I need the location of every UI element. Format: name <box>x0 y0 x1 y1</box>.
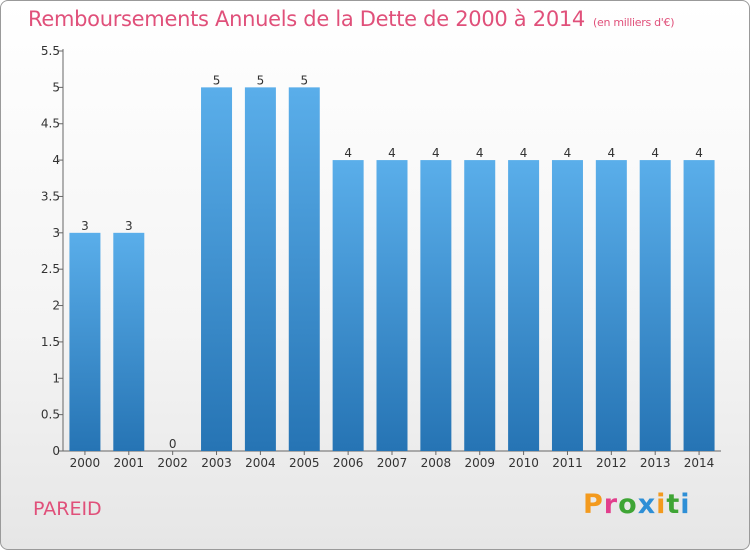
x-tick-label: 2003 <box>201 456 232 470</box>
y-tick-label: 5 <box>52 80 60 94</box>
bar-2000 <box>69 232 101 451</box>
brand-letter: i <box>656 489 667 520</box>
y-tick-label: 4.5 <box>41 117 60 131</box>
brand-letter: x <box>637 489 657 520</box>
y-tick-label: 3 <box>52 226 60 240</box>
x-tick-label: 2004 <box>245 456 276 470</box>
bar-2001 <box>113 232 145 451</box>
x-tick-label: 2011 <box>552 456 583 470</box>
x-tick-label: 2006 <box>333 456 364 470</box>
x-tick-label: 2001 <box>114 456 145 470</box>
commune-name: PAREID <box>33 498 102 520</box>
x-tick-label: 2000 <box>70 456 101 470</box>
brand-letter: r <box>603 489 619 520</box>
data-label: 0 <box>169 437 177 451</box>
brand-letter: P <box>583 489 604 520</box>
data-label: 5 <box>300 73 308 87</box>
bar-2013 <box>639 160 671 451</box>
y-tick-label: 4 <box>52 153 60 167</box>
y-tick-label: 1.5 <box>41 335 60 349</box>
y-tick-label: 0.5 <box>41 408 60 422</box>
y-tick-label: 0 <box>52 444 60 458</box>
bar-2012 <box>595 160 627 451</box>
brand-letter: i <box>680 489 691 520</box>
data-label: 4 <box>695 146 703 160</box>
x-tick-label: 2005 <box>289 456 320 470</box>
data-label: 4 <box>651 146 659 160</box>
x-tick-label: 2009 <box>464 456 495 470</box>
axes: 0 0.5 1 1.5 2 2.5 3 3.5 4 4.5 5 5.5 2000 2001 2002 2003… <box>41 44 721 470</box>
data-label: 4 <box>432 146 440 160</box>
chart-title-text: Remboursements Annuels de la Dette de 20… <box>28 7 585 31</box>
brand-letter: o <box>618 489 638 520</box>
bar-2009 <box>464 160 496 451</box>
x-tick-label: 2013 <box>640 456 671 470</box>
bars <box>69 87 715 451</box>
bar-2007 <box>376 160 408 451</box>
data-label: 4 <box>388 146 396 160</box>
data-label: 3 <box>81 219 89 233</box>
y-tick-label: 5.5 <box>41 44 60 58</box>
chart-title: Remboursements Annuels de la Dette de 20… <box>28 7 674 31</box>
x-tick-label: 2002 <box>157 456 188 470</box>
bar-2008 <box>420 160 452 451</box>
bar-2014 <box>683 160 715 451</box>
bar-2005 <box>288 87 320 451</box>
x-tick-label: 2007 <box>377 456 408 470</box>
y-tick-label: 2 <box>52 299 60 313</box>
brand-logo: Proxiti <box>583 489 691 520</box>
data-label: 4 <box>520 146 528 160</box>
brand-letter: t <box>666 489 681 520</box>
data-label: 4 <box>564 146 572 160</box>
bar-2003 <box>201 87 233 451</box>
x-tick-label: 2008 <box>421 456 452 470</box>
x-tick-label: 2012 <box>596 456 627 470</box>
x-tick-label: 2010 <box>508 456 539 470</box>
bar-2011 <box>551 160 583 451</box>
y-tick-label: 3.5 <box>41 189 60 203</box>
data-label: 4 <box>344 146 352 160</box>
data-label: 4 <box>476 146 484 160</box>
data-label: 3 <box>125 219 133 233</box>
data-label: 4 <box>608 146 616 160</box>
data-label: 5 <box>257 73 265 87</box>
data-label: 5 <box>213 73 221 87</box>
bar-2006 <box>332 160 364 451</box>
bar-2010 <box>508 160 540 451</box>
chart-subtitle: (en milliers d'€) <box>593 16 675 29</box>
x-tick-label: 2014 <box>684 456 715 470</box>
y-tick-label: 1 <box>52 371 60 385</box>
data-labels: 3 3 0 5 5 5 4 4 4 4 4 4 4 4 4 <box>81 73 703 451</box>
y-tick-label: 2.5 <box>41 262 60 276</box>
bar-2004 <box>244 87 276 451</box>
